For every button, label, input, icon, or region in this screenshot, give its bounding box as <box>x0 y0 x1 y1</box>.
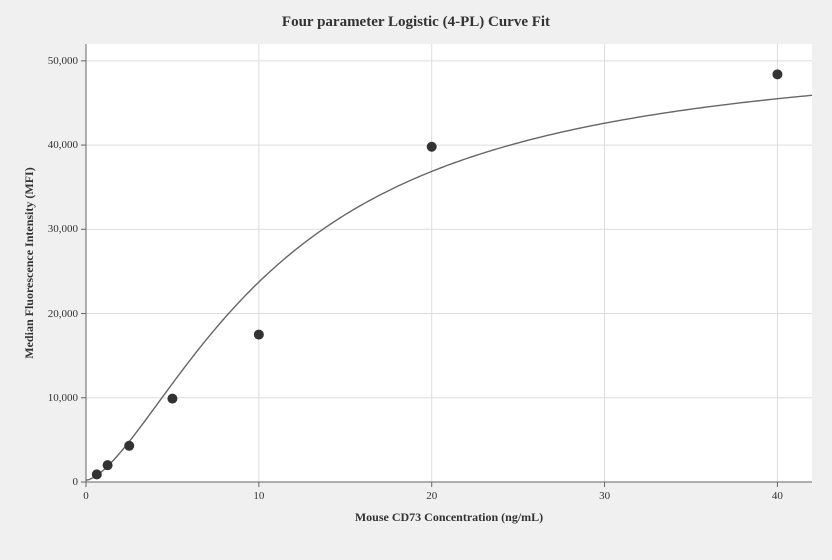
y-tick-label: 10,000 <box>48 392 78 404</box>
y-tick-label: 20,000 <box>48 308 78 320</box>
chart-svg <box>0 0 832 560</box>
y-tick-label: 40,000 <box>48 139 78 151</box>
y-tick-label: 30,000 <box>48 223 78 235</box>
x-tick-label: 40 <box>772 490 783 502</box>
x-tick-label: 20 <box>426 490 437 502</box>
x-tick-label: 0 <box>83 490 89 502</box>
y-tick-label: 0 <box>73 476 79 488</box>
x-tick-label: 10 <box>253 490 264 502</box>
x-tick-label: 30 <box>599 490 610 502</box>
y-tick-label: 50,000 <box>48 55 78 67</box>
chart-container: Four parameter Logistic (4-PL) Curve Fit… <box>0 0 832 560</box>
